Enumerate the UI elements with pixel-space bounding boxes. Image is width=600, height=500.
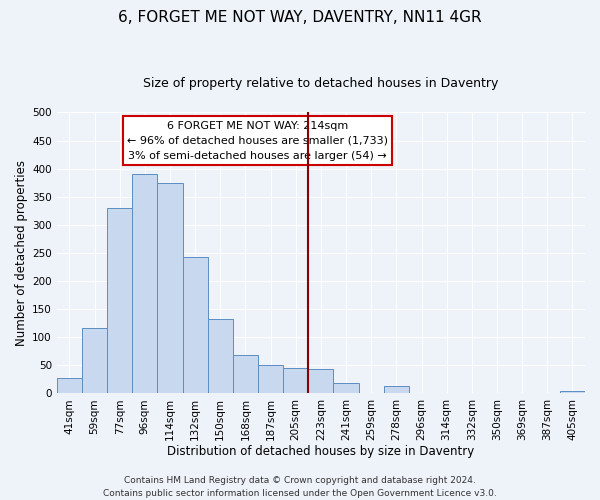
Bar xyxy=(334,383,359,394)
Text: 6 FORGET ME NOT WAY: 214sqm
← 96% of detached houses are smaller (1,733)
3% of s: 6 FORGET ME NOT WAY: 214sqm ← 96% of det… xyxy=(127,121,388,160)
Bar xyxy=(233,355,258,394)
X-axis label: Distribution of detached houses by size in Daventry: Distribution of detached houses by size … xyxy=(167,444,475,458)
Y-axis label: Number of detached properties: Number of detached properties xyxy=(15,160,28,346)
Text: 6, FORGET ME NOT WAY, DAVENTRY, NN11 4GR: 6, FORGET ME NOT WAY, DAVENTRY, NN11 4GR xyxy=(118,10,482,25)
Bar xyxy=(82,328,107,394)
Bar xyxy=(208,318,233,394)
Bar xyxy=(560,390,585,394)
Bar xyxy=(283,368,308,394)
Text: Contains HM Land Registry data © Crown copyright and database right 2024.
Contai: Contains HM Land Registry data © Crown c… xyxy=(103,476,497,498)
Bar xyxy=(157,182,182,394)
Bar xyxy=(258,366,283,394)
Bar xyxy=(57,378,82,394)
Bar xyxy=(132,174,157,394)
Title: Size of property relative to detached houses in Daventry: Size of property relative to detached ho… xyxy=(143,78,499,90)
Bar xyxy=(182,258,208,394)
Bar xyxy=(107,208,132,394)
Bar xyxy=(384,386,409,394)
Bar xyxy=(308,369,334,394)
